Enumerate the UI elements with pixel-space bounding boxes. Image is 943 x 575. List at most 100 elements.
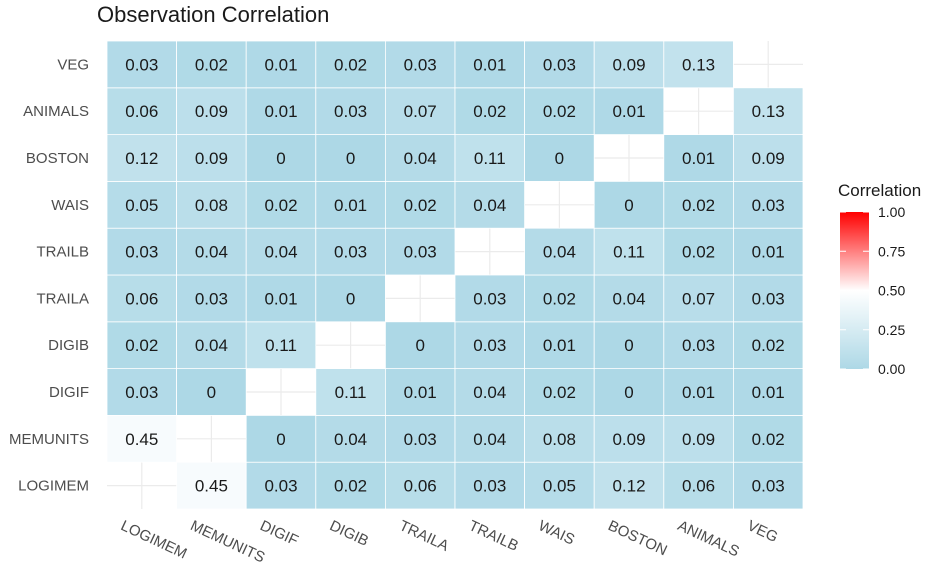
cell-value-label: 0.02: [334, 55, 367, 74]
cell-value-label: 0: [276, 430, 285, 449]
cell-value-label: 0.02: [473, 102, 506, 121]
cell-value-label: 0.03: [125, 383, 158, 402]
cell-value-label: 0.11: [474, 149, 506, 168]
cell-value-label: 0.02: [125, 336, 158, 355]
heatmap-cell-boston-logimem: [106, 134, 177, 182]
legend-tick-label: 0.50: [878, 283, 905, 299]
heatmap-cell-digib-logimem: [106, 321, 177, 369]
heatmap-cell-veg-wais: [524, 40, 595, 89]
heatmap-cell-wais-digib: [315, 180, 386, 229]
cell-value-label: 0.03: [473, 289, 506, 308]
cell-value-label: 0.04: [612, 289, 645, 308]
cell-value-label: 0.09: [612, 55, 645, 74]
cell-value-label: 0.02: [682, 243, 715, 262]
heatmap-cell-digib-boston: [593, 321, 665, 369]
cell-value-label: 0.02: [752, 430, 785, 449]
cell-value-label: 0.02: [543, 289, 576, 308]
cell-value-label: 0.01: [752, 243, 785, 262]
heatmap-cell-digif-animals: [663, 368, 734, 416]
heatmap-cell-trailb-logimem: [106, 227, 177, 276]
heatmap-cell-memunits-veg: [733, 414, 804, 463]
heatmap-cell-memunits-digib: [315, 414, 386, 463]
heatmap-cell-animals-memunits: [176, 87, 247, 136]
heatmap-cell-veg-trailb: [454, 40, 525, 89]
cell-value-label: 0.03: [334, 102, 367, 121]
y-tick-label-trailb: TRAILB: [36, 244, 89, 261]
legend-title: Correlation: [838, 181, 921, 200]
heatmap-cell-wais-animals: [663, 180, 734, 229]
cell-value-label: 0.04: [473, 383, 506, 402]
cell-value-label: 0.04: [404, 149, 437, 168]
cell-value-label: 0.45: [125, 430, 158, 449]
cell-value-label: 0.09: [682, 430, 715, 449]
heatmap-cell-wais-boston: [593, 180, 665, 229]
cell-value-label: 0.09: [195, 149, 228, 168]
x-tick-label-digif: DIGIF: [257, 517, 300, 549]
cell-value-label: 0.11: [335, 383, 367, 402]
legend-ticks: 0.00 0.25 0.50 0.75 1.00: [840, 204, 905, 377]
cell-value-label: 0.02: [682, 196, 715, 215]
heatmap-cell-logimem-wais: [524, 461, 595, 510]
cell-value-label: 0.02: [752, 336, 785, 355]
cell-value-label: 0.03: [404, 243, 437, 262]
cell-value-label: 0.03: [543, 55, 576, 74]
y-tick-label-memunits: MEMUNITS: [9, 431, 89, 448]
heatmap-cell-logimem-traila: [384, 461, 456, 510]
heatmap-cell-trailb-veg: [733, 227, 804, 276]
cell-value-label: 0.03: [404, 430, 437, 449]
cell-value-label: 0.04: [473, 196, 506, 215]
heatmap-cell-digib-animals: [663, 321, 734, 369]
cell-value-label: 0.06: [404, 477, 437, 496]
cell-value-label: 0.06: [125, 289, 158, 308]
heatmap-cell-logimem-memunits: [176, 461, 247, 510]
cell-value-label: 0.07: [404, 102, 437, 121]
heatmap-cell-trailb-digif: [245, 227, 317, 276]
heatmap-cell-logimem-digif: [245, 461, 317, 510]
heatmap-cell-trailb-memunits: [176, 227, 247, 276]
cell-value-label: 0.02: [543, 383, 576, 402]
heatmap-cell-logimem-boston: [593, 461, 665, 510]
heatmap-cell-traila-trailb: [454, 274, 525, 323]
cell-value-label: 0.03: [752, 477, 785, 496]
heatmap-cell-boston-animals: [663, 134, 734, 182]
cell-value-label: 0.01: [404, 383, 437, 402]
heatmap-cell-boston-wais: [524, 134, 595, 182]
heatmap-cell-logimem-digib: [315, 461, 386, 510]
cell-value-label: 0.03: [125, 243, 158, 262]
heatmap-cell-veg-animals: [663, 40, 734, 89]
heatmap-cell-memunits-animals: [663, 414, 734, 463]
legend-tick-label: 0.00: [878, 361, 905, 377]
cell-value-label: 0: [346, 289, 355, 308]
cell-value-label: 0.09: [195, 102, 228, 121]
heatmap-cell-digif-veg: [733, 368, 804, 416]
heatmap-cell-wais-logimem: [106, 180, 177, 229]
cell-value-label: 0.01: [682, 383, 715, 402]
heatmap-cell-memunits-wais: [524, 414, 595, 463]
heatmap-cell-wais-digif: [245, 180, 317, 229]
heatmap-cell-animals-traila: [384, 87, 456, 136]
y-tick-label-digif: DIGIF: [49, 384, 89, 401]
cell-value-label: 0.09: [612, 430, 645, 449]
y-tick-label-logimem: LOGIMEM: [18, 478, 89, 495]
chart-title: Observation Correlation: [97, 2, 329, 27]
heatmap-cell-digif-memunits: [176, 368, 247, 416]
heatmap-cell-trailb-digib: [315, 227, 386, 276]
cell-value-label: 0.03: [264, 477, 297, 496]
cell-value-label: 0.06: [125, 102, 158, 121]
heatmap-cell-wais-traila: [384, 180, 456, 229]
cell-value-label: 0.02: [404, 196, 437, 215]
cell-value-label: 0: [624, 336, 633, 355]
cell-value-label: 0.04: [543, 243, 576, 262]
cell-value-label: 0: [207, 383, 216, 402]
heatmap-cell-animals-boston: [593, 87, 665, 136]
cell-value-label: 0.01: [543, 336, 576, 355]
cell-value-label: 0.02: [264, 196, 297, 215]
heatmap-cell-veg-digib: [315, 40, 386, 89]
x-tick-label-boston: BOSTON: [605, 517, 669, 559]
cell-value-label: 0.08: [543, 430, 576, 449]
cell-value-label: 0.12: [125, 149, 158, 168]
x-tick-label-logimem: LOGIMEM: [118, 517, 189, 562]
cell-value-label: 0.06: [682, 477, 715, 496]
y-axis-labels: LOGIMEM MEMUNITS DIGIF DIGIB TRAILA TRAILB WAI…: [9, 56, 89, 494]
